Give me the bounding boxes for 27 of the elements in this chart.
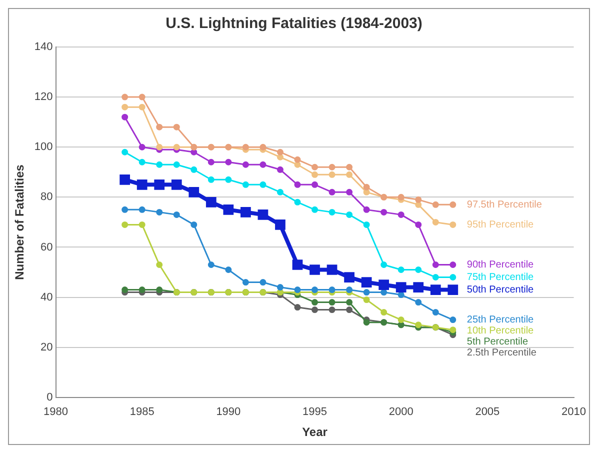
y-axis-title: Number of Fatalities xyxy=(12,164,27,280)
y-tick-label: 40 xyxy=(40,291,53,304)
y-tick-label: 120 xyxy=(34,91,53,104)
series-label: 2.5th Percentile xyxy=(466,348,537,359)
y-tick-label: 140 xyxy=(34,41,53,54)
y-tick-label: 60 xyxy=(40,241,53,254)
series-label: 5th Percentile xyxy=(466,336,528,348)
series-label: 97.5th Percentile xyxy=(466,199,542,210)
x-tick-label: 2000 xyxy=(388,406,414,418)
series-label: 10th Percentile xyxy=(466,326,534,337)
series-label: 50th Percentile xyxy=(466,284,534,296)
x-tick-label: 1990 xyxy=(216,406,241,418)
x-axis-title: Year xyxy=(302,425,328,440)
y-tick-label: 80 xyxy=(40,191,53,204)
series-label: 95th Percentile xyxy=(466,219,534,230)
y-tick-label: 100 xyxy=(34,141,53,154)
x-tick-label: 1985 xyxy=(130,406,154,418)
x-tick-label: 2005 xyxy=(475,406,500,418)
series-label: 25th Percentile xyxy=(466,314,534,326)
series-label: 90th Percentile xyxy=(466,260,534,270)
series-label: 75th Percentile xyxy=(466,272,534,284)
x-tick-label: 2010 xyxy=(562,406,586,418)
x-tick-label: 1980 xyxy=(44,406,68,418)
y-tick-label: 0 xyxy=(46,391,53,404)
x-tick-label: 1995 xyxy=(302,406,327,418)
y-tick-label: 20 xyxy=(40,341,53,354)
chart-title: U.S. Lightning Fatalities (1984-2003) xyxy=(166,15,422,32)
